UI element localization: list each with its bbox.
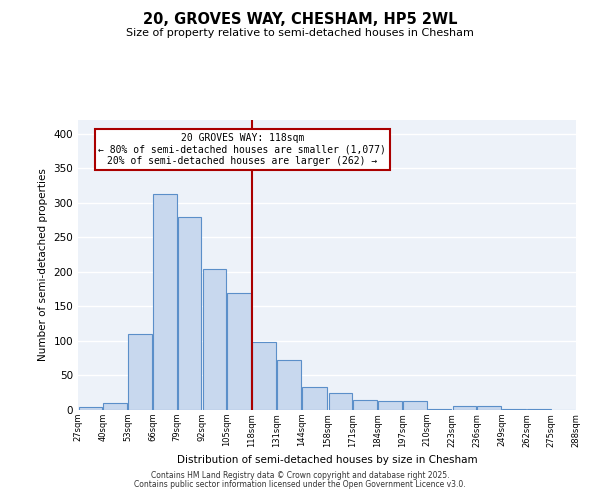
Bar <box>277 360 301 410</box>
Bar <box>103 403 127 410</box>
Bar <box>428 408 451 410</box>
Bar <box>153 194 176 410</box>
Bar <box>302 387 328 410</box>
Bar <box>178 216 202 410</box>
Bar <box>452 406 476 410</box>
Y-axis label: Number of semi-detached properties: Number of semi-detached properties <box>38 168 48 362</box>
Bar <box>478 406 501 410</box>
Text: 20, GROVES WAY, CHESHAM, HP5 2WL: 20, GROVES WAY, CHESHAM, HP5 2WL <box>143 12 457 28</box>
Bar <box>378 401 402 410</box>
Bar <box>227 292 251 410</box>
Text: Contains HM Land Registry data © Crown copyright and database right 2025.: Contains HM Land Registry data © Crown c… <box>151 471 449 480</box>
Bar <box>502 408 526 410</box>
X-axis label: Distribution of semi-detached houses by size in Chesham: Distribution of semi-detached houses by … <box>176 455 478 465</box>
Bar <box>329 392 352 410</box>
Bar <box>128 334 152 410</box>
Text: Size of property relative to semi-detached houses in Chesham: Size of property relative to semi-detach… <box>126 28 474 38</box>
Bar <box>252 342 276 410</box>
Bar <box>403 401 427 410</box>
Bar <box>353 400 377 410</box>
Text: 20 GROVES WAY: 118sqm
← 80% of semi-detached houses are smaller (1,077)
20% of s: 20 GROVES WAY: 118sqm ← 80% of semi-deta… <box>98 133 386 166</box>
Text: Contains public sector information licensed under the Open Government Licence v3: Contains public sector information licen… <box>134 480 466 489</box>
Bar <box>203 269 226 410</box>
Bar <box>79 406 102 410</box>
